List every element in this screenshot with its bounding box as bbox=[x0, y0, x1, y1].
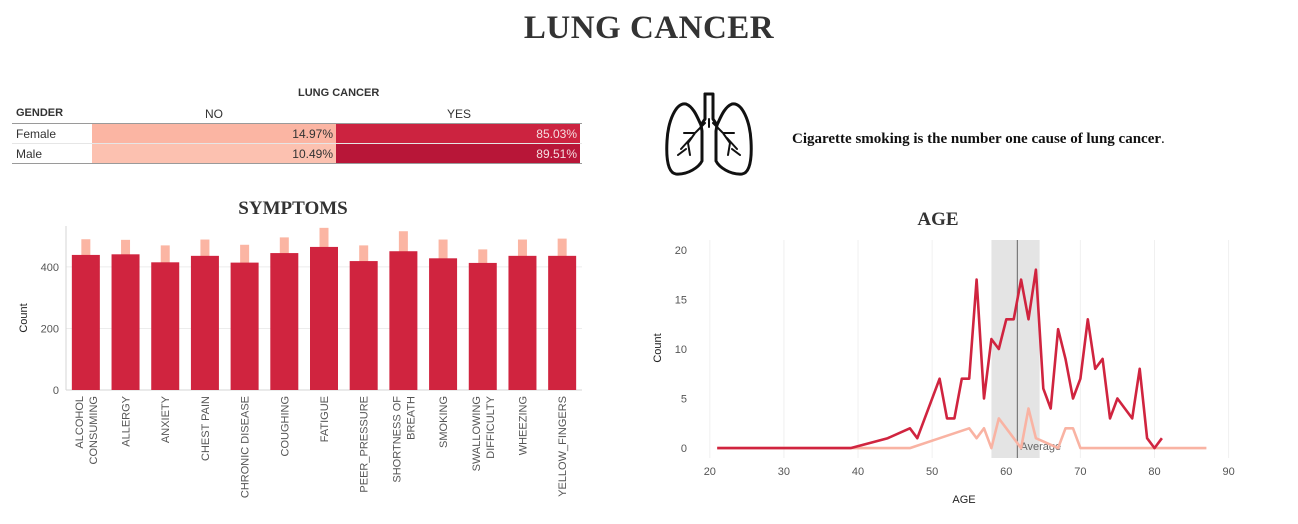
y-tick-label: 5 bbox=[681, 394, 687, 406]
x-tick-label: WHEEZING bbox=[517, 396, 529, 455]
x-axis-label: AGE bbox=[952, 494, 975, 506]
x-tick-label: 80 bbox=[1148, 466, 1160, 478]
bar-yes bbox=[151, 262, 180, 390]
row-header-gender: GENDER bbox=[16, 107, 64, 119]
column-header-yes: YES bbox=[447, 107, 472, 121]
x-tick-label: 70 bbox=[1074, 466, 1086, 478]
bar-yes bbox=[429, 258, 458, 390]
header-divider bbox=[12, 123, 582, 124]
y-axis-label: Count bbox=[18, 303, 30, 332]
bar-yes bbox=[468, 262, 497, 390]
y-tick-label: 400 bbox=[41, 262, 59, 274]
bar-yes bbox=[349, 261, 378, 390]
y-tick-label: 0 bbox=[53, 385, 59, 397]
cell-male-no[interactable]: 10.49% bbox=[92, 144, 336, 164]
crosstab-row-female[interactable]: Female 14.97% 85.03% bbox=[12, 124, 582, 144]
symptoms-bar-chart: SYMPTOMS Count 0 200 400 ALCOHOL CONSUMING A… bbox=[18, 198, 582, 498]
smoking-fact-text: Cigarette smoking is the number one caus… bbox=[792, 131, 1165, 147]
x-tick-label: SWALLOWING DIFFICULTY bbox=[471, 395, 497, 471]
x-tick-label: CHRONIC DISEASE bbox=[240, 396, 252, 498]
chart-title: AGE bbox=[917, 209, 958, 230]
y-tick-label: 15 bbox=[675, 294, 687, 306]
y-tick-label: 10 bbox=[675, 344, 687, 356]
y-tick-label: 20 bbox=[675, 245, 687, 257]
x-tick-label: ANXIETY bbox=[160, 395, 172, 443]
cell-female-no[interactable]: 14.97% bbox=[92, 124, 336, 144]
bar-yes bbox=[71, 254, 100, 390]
bar-yes bbox=[270, 253, 299, 390]
table-bottom-divider bbox=[12, 163, 582, 164]
x-tick-label: CHEST PAIN bbox=[200, 396, 212, 461]
crosstab-group-header: LUNG CANCER bbox=[298, 87, 380, 99]
series-line-no bbox=[717, 407, 1207, 450]
bar-yes bbox=[310, 246, 338, 390]
row-divider bbox=[12, 143, 582, 144]
bar-yes bbox=[111, 254, 140, 390]
bar-yes bbox=[508, 255, 537, 390]
page-title: LUNG CANCER bbox=[523, 10, 775, 46]
x-tick-label: PEER_PRESSURE bbox=[359, 396, 371, 493]
bar-yes bbox=[389, 251, 418, 390]
x-tick-label: ALCOHOL CONSUMING bbox=[74, 396, 100, 464]
x-tick-label: 50 bbox=[926, 466, 938, 478]
x-tick-label: SMOKING bbox=[438, 396, 450, 448]
cell-female-yes[interactable]: 85.03% bbox=[336, 124, 580, 144]
crosstab-row-male[interactable]: Male 10.49% 89.51% bbox=[12, 144, 582, 164]
cell-male-yes[interactable]: 89.51% bbox=[336, 144, 580, 164]
row-label-male: Male bbox=[16, 147, 43, 161]
x-tick-label: COUGHING bbox=[279, 396, 291, 457]
x-tick-label: 40 bbox=[852, 466, 864, 478]
x-tick-label: 20 bbox=[704, 466, 716, 478]
x-tick-label: 90 bbox=[1222, 466, 1234, 478]
bar-yes bbox=[548, 255, 577, 390]
lungs-icon bbox=[665, 92, 753, 176]
y-axis-label: Count bbox=[652, 333, 664, 362]
x-tick-label: 30 bbox=[778, 466, 790, 478]
x-tick-label: FATIGUE bbox=[319, 396, 331, 442]
series-line-yes bbox=[717, 268, 1163, 450]
y-tick-label: 200 bbox=[41, 323, 59, 335]
x-tick-label: YELLOW_FINGERS bbox=[557, 396, 569, 497]
bar-yes bbox=[190, 255, 219, 390]
bar-yes bbox=[230, 262, 259, 390]
column-header-no: NO bbox=[205, 107, 223, 121]
chart-title: SYMPTOMS bbox=[238, 198, 347, 219]
crosstab-header-row: GENDER NO YES bbox=[12, 104, 582, 124]
x-tick-label: SHORTNESS OF BREATH bbox=[391, 396, 417, 483]
y-tick-label: 0 bbox=[681, 443, 687, 455]
x-tick-label: 60 bbox=[1000, 466, 1012, 478]
x-tick-label: ALLERGY bbox=[121, 395, 133, 446]
row-label-female: Female bbox=[16, 127, 57, 141]
